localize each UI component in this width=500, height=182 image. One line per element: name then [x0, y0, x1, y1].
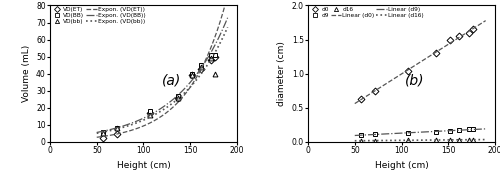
Y-axis label: diameter (cm): diameter (cm)	[277, 41, 286, 106]
X-axis label: Height (cm): Height (cm)	[374, 161, 428, 170]
Legend: d0, d9, d16, Linear (d0), Linear (d9), Linear (d16): d0, d9, d16, Linear (d0), Linear (d9), L…	[309, 7, 424, 19]
Text: (b): (b)	[406, 74, 425, 88]
Legend: VD(ET), VD(BB), VD(bb), Expon. (VD(ET)), Expon. (VD(BB)), Expon. (VD(bb)): VD(ET), VD(BB), VD(bb), Expon. (VD(ET)),…	[51, 7, 146, 25]
Text: (a): (a)	[162, 74, 182, 88]
Y-axis label: Volume (mL): Volume (mL)	[22, 45, 30, 102]
X-axis label: Height (cm): Height (cm)	[116, 161, 170, 170]
